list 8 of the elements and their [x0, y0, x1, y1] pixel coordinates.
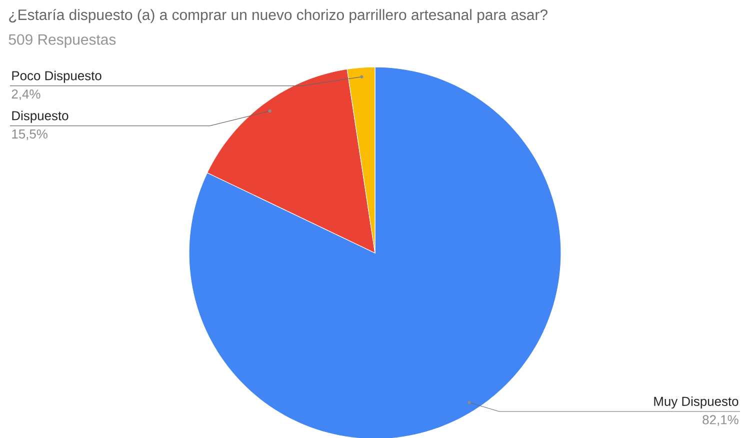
chart-title: ¿Estaría dispuesto (a) a comprar un nuevo chorizo parrillero artesanal para asar? [9, 8, 548, 24]
data-label: 2,4% [12, 89, 40, 100]
data-label: 15,5% [12, 129, 48, 140]
chart-subtitle: 509 Respuestas [8, 34, 116, 48]
slice-label: Muy Dispuesto [654, 396, 738, 409]
data-label: 82,1% [702, 415, 738, 426]
slice-label: Poco Dispuesto [12, 70, 102, 83]
slice-label: Dispuesto [12, 110, 68, 123]
